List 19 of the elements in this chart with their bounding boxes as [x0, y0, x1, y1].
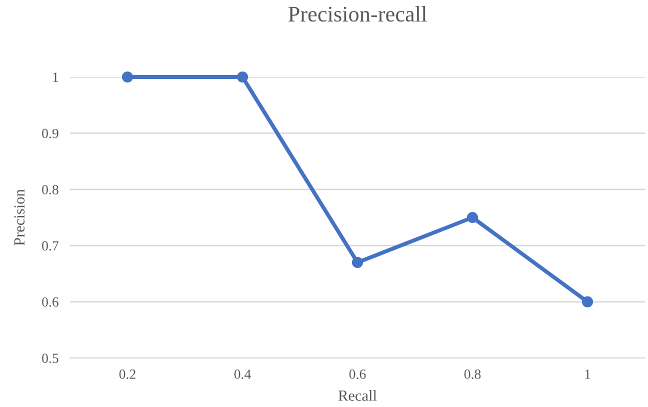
point — [122, 71, 134, 83]
chart-title: Precision-recall — [288, 6, 427, 22]
x-tick-label: 0.8 — [464, 370, 481, 379]
y-axis-title: Precision — [14, 189, 25, 246]
point — [236, 71, 248, 83]
y-tick-label: 1 — [53, 72, 58, 82]
y-tick-label: 0.6 — [42, 297, 58, 307]
x-axis-title: Recall — [338, 390, 377, 401]
x-tick-label: 0.2 — [119, 370, 136, 379]
y-tick-label: 0.7 — [42, 241, 58, 251]
point — [582, 296, 594, 308]
x-tick-label: 0.4 — [234, 370, 251, 379]
x-tick-label: 0.6 — [349, 370, 366, 379]
x-tick-label: 1 — [585, 370, 590, 379]
point — [352, 256, 364, 268]
y-tick-label: 0.8 — [42, 184, 58, 194]
y-tick-label: 0.5 — [42, 354, 58, 364]
y-tick-label: 0.9 — [42, 128, 58, 138]
point — [466, 212, 478, 224]
